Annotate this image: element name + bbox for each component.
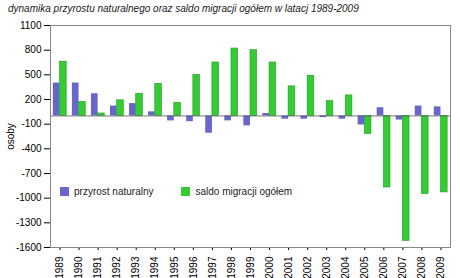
svg-text:200: 200 <box>25 94 42 105</box>
svg-text:-1600: -1600 <box>16 242 42 253</box>
svg-text:-1000: -1000 <box>16 192 42 203</box>
svg-text:1994: 1994 <box>149 256 160 278</box>
svg-text:-400: -400 <box>21 143 41 154</box>
svg-text:osoby: osoby <box>5 123 16 150</box>
svg-text:1990: 1990 <box>73 256 84 278</box>
svg-text:1993: 1993 <box>130 256 141 278</box>
svg-text:2003: 2003 <box>321 256 332 278</box>
svg-text:800: 800 <box>25 44 42 55</box>
svg-text:-100: -100 <box>21 118 41 129</box>
html-text:dynamika przyrostu naturalnego: dynamika przyrostu naturalnego oraz sald… <box>8 3 359 14</box>
html-text:saldo migracji ogółem: saldo migracji ogółem <box>195 186 293 197</box>
svg-text:2002: 2002 <box>302 256 313 278</box>
svg-text:2001: 2001 <box>283 256 294 278</box>
svg-text:1997: 1997 <box>207 256 218 278</box>
svg-text:1998: 1998 <box>226 256 237 278</box>
svg-text:1992: 1992 <box>111 256 122 278</box>
svg-text:2009: 2009 <box>435 256 446 278</box>
svg-text:1996: 1996 <box>188 256 199 278</box>
svg-text:1100: 1100 <box>20 20 42 31</box>
svg-text:500: 500 <box>25 69 42 80</box>
svg-text:1991: 1991 <box>92 256 103 278</box>
svg-text:2005: 2005 <box>359 256 370 278</box>
svg-text:-700: -700 <box>21 168 41 179</box>
html-text:przyrost naturalny: przyrost naturalny <box>74 186 154 197</box>
svg-text:2004: 2004 <box>340 256 351 278</box>
svg-text:2007: 2007 <box>397 256 408 278</box>
svg-text:-1300: -1300 <box>16 217 42 228</box>
svg-text:1995: 1995 <box>169 256 180 278</box>
svg-text:2006: 2006 <box>378 256 389 278</box>
svg-text:1999: 1999 <box>245 256 256 278</box>
svg-text:1989: 1989 <box>54 256 65 278</box>
svg-text:2000: 2000 <box>264 256 275 278</box>
svg-text:2008: 2008 <box>416 256 427 278</box>
